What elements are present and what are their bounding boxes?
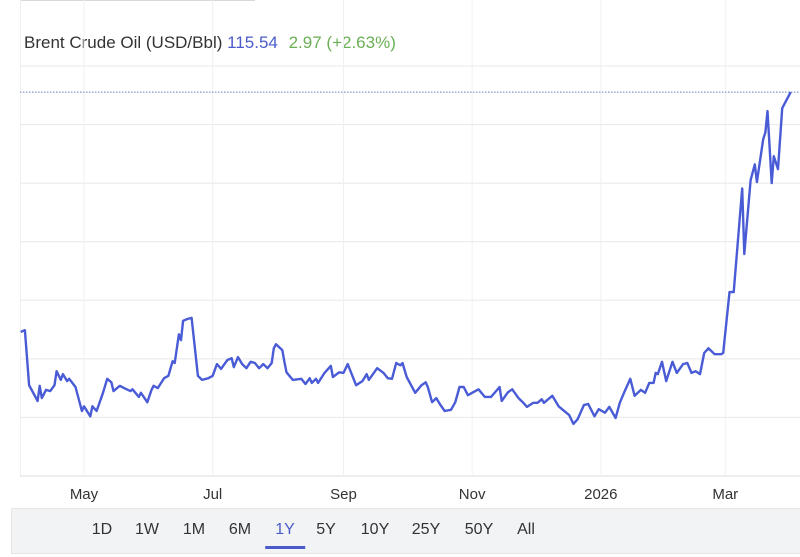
x-tick-label: May: [70, 486, 99, 503]
x-tick-label: Sep: [330, 486, 357, 503]
range-button-1m[interactable]: 1M: [182, 521, 206, 538]
price-change: 2.97 (+2.63%): [288, 33, 396, 52]
range-button-50y[interactable]: 50Y: [464, 521, 494, 538]
range-button-1w[interactable]: 1W: [135, 521, 159, 538]
range-button-25y[interactable]: 25Y: [411, 521, 441, 538]
chart-title: Brent Crude Oil (USD/Bbl) 115.54 2.97 (+…: [24, 33, 396, 53]
range-button-10y[interactable]: 10Y: [360, 521, 390, 538]
x-tick-label: Nov: [459, 486, 486, 503]
range-button-6m[interactable]: 6M: [228, 521, 252, 538]
current-price: 115.54: [227, 33, 278, 52]
price-chart[interactable]: May Jul Sep Nov 2026 Mar: [0, 0, 800, 508]
x-tick-label: 2026: [584, 486, 617, 503]
range-button-all[interactable]: All: [517, 521, 535, 538]
x-tick-label: Mar: [712, 486, 738, 503]
x-tick-label: Jul: [203, 486, 222, 503]
range-button-1d[interactable]: 1D: [91, 521, 113, 538]
range-button-5y[interactable]: 5Y: [316, 521, 336, 538]
range-button-1y[interactable]: 1Y: [265, 521, 305, 549]
range-selector: 1D 1W 1M 6M 1Y 5Y 10Y 25Y 50Y All: [11, 508, 800, 554]
instrument-name: Brent Crude Oil (USD/Bbl): [24, 33, 223, 52]
price-series-line: [20, 91, 792, 426]
